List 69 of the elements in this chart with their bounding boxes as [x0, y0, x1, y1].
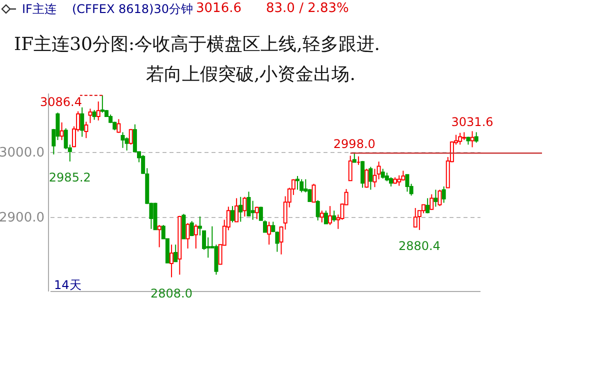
candlestick [250, 200, 255, 220]
candlestick [242, 196, 247, 218]
candlestick [397, 174, 402, 186]
text: 83.0 / 2.83% [266, 1, 349, 16]
candlestick [380, 168, 385, 180]
candlestick [368, 166, 373, 190]
candlestick [170, 244, 174, 278]
candlestick [190, 220, 194, 237]
candlestick [470, 130, 474, 148]
candlestick [84, 121, 88, 139]
candlestick [376, 161, 381, 180]
annotation: 2985.2 [48, 170, 91, 184]
y-tick-label: 3000.0 [0, 145, 44, 160]
candlestick [364, 168, 369, 188]
candlestick [182, 213, 186, 240]
candlestick [442, 186, 446, 204]
text: IF主连 [22, 1, 56, 18]
candlestick [430, 194, 434, 210]
candlestick [92, 109, 96, 120]
candlestick [88, 108, 92, 124]
candlestick [254, 206, 259, 220]
candlestick [413, 208, 418, 228]
candlestick [426, 198, 430, 214]
annotation: 2998.0 [333, 137, 376, 152]
candlestick [438, 189, 442, 207]
candlestick [352, 152, 356, 163]
candlestick [267, 221, 272, 246]
candlestick [296, 175, 300, 190]
candlestick [320, 210, 324, 223]
candlestick [328, 206, 332, 226]
candlestick [157, 224, 162, 248]
candlestick [80, 106, 84, 138]
candlestick [324, 210, 328, 224]
candlestick [388, 176, 393, 187]
candlestick [372, 168, 377, 188]
candlestick [194, 224, 198, 250]
annotation: 14天 [54, 277, 82, 294]
candlestick [312, 183, 316, 203]
candlestick [230, 206, 234, 223]
annotation: 2880.4 [398, 238, 440, 253]
candlestick [128, 128, 133, 146]
candlestick [458, 132, 462, 146]
candlestick [174, 244, 178, 262]
chart-title: IF主连30分图:今收高于横盘区上线,轻多跟进. [14, 33, 380, 56]
candlestick [258, 206, 263, 221]
candlestick [434, 189, 438, 208]
candlestick [332, 210, 336, 222]
candlestick [116, 118, 121, 134]
candlestick [96, 100, 100, 121]
text: (CFFEX 8618)30分钟 [72, 1, 193, 18]
candlestick [120, 132, 125, 148]
candlestick [474, 132, 478, 144]
chart-subtitle: 若向上假突破,小资金出场. [146, 63, 356, 86]
candlestick [300, 178, 304, 193]
candlestick [405, 174, 410, 192]
candlestick [100, 94, 104, 114]
y-tick-label: 2900.0 [0, 210, 44, 226]
annotation: 3031.6 [451, 115, 494, 130]
candlestick [360, 160, 365, 188]
annotation: 3086.4 [40, 95, 82, 109]
candlestick [238, 196, 243, 222]
candlestick [234, 198, 239, 222]
candlestick [186, 222, 190, 250]
candlestick [60, 122, 64, 141]
text: 3016.6 [196, 1, 242, 16]
annotation: 2808.0 [150, 286, 193, 300]
candlestick [316, 200, 320, 221]
candlestick [246, 191, 251, 218]
candlestick [348, 155, 352, 182]
